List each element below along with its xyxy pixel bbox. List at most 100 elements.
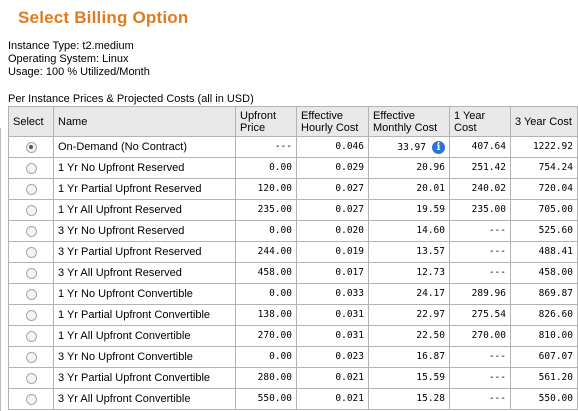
hourly-cost-cell: 0.019: [296, 241, 369, 263]
select-cell[interactable]: [8, 388, 54, 410]
operating-system-text: Operating System: Linux: [8, 53, 129, 65]
one-year-cost-cell-text: 289.96: [471, 288, 506, 299]
name-cell: 3 Yr All Upfront Reserved: [53, 262, 236, 284]
billing-option-radio[interactable]: [25, 351, 37, 363]
monthly-cost-cell: 33.97 i: [368, 136, 450, 158]
column-header-1-year: 1 Year Cost: [449, 106, 511, 137]
upfront-price-cell: 235.00: [235, 199, 297, 221]
table-row[interactable]: 3 Yr Partial Upfront Reserved 244.00 0.019…: [8, 241, 578, 263]
monthly-cost-cell: 14.60: [368, 220, 450, 242]
one-year-cost-cell-text: ---: [488, 246, 506, 257]
hourly-cost-cell: 0.033: [296, 283, 369, 305]
table-row[interactable]: 3 Yr Partial Upfront Convertible 280.00 0.…: [8, 367, 578, 389]
page-title: Select Billing Option: [18, 8, 189, 27]
billing-option-radio[interactable]: [25, 183, 37, 195]
hourly-cost-cell-text: 0.033: [335, 288, 364, 299]
hourly-cost-cell-text: 0.046: [335, 141, 364, 152]
billing-option-radio[interactable]: [25, 246, 37, 258]
billing-option-radio[interactable]: [25, 162, 37, 174]
column-header-name: Name: [53, 106, 236, 137]
name-cell-text: 1 Yr Partial Upfront Reserved: [58, 183, 202, 195]
monthly-cost-cell-text: 24.17: [416, 288, 445, 299]
three-year-cost-cell: 1222.92: [510, 136, 578, 158]
column-header-upfront: Upfront Price: [235, 106, 297, 137]
pricing-table: Select Name Upfront Price Effective Hour…: [8, 106, 578, 410]
select-cell[interactable]: [8, 157, 54, 179]
upfront-price-cell: 244.00: [235, 241, 297, 263]
name-cell-text: 3 Yr No Upfront Reserved: [58, 225, 185, 237]
name-cell-text: 3 Yr All Upfront Convertible: [58, 393, 191, 405]
select-cell[interactable]: [8, 220, 54, 242]
one-year-cost-cell: ---: [449, 262, 511, 284]
info-icon[interactable]: i: [432, 140, 445, 154]
monthly-cost-cell: 22.97: [368, 304, 450, 326]
select-cell[interactable]: [8, 136, 54, 158]
select-cell[interactable]: [8, 199, 54, 221]
billing-option-radio[interactable]: [25, 267, 37, 279]
select-cell[interactable]: [8, 367, 54, 389]
three-year-cost-cell-text: 720.04: [538, 183, 573, 194]
hourly-cost-cell-text: 0.027: [335, 204, 364, 215]
name-cell-text: 1 Yr No Upfront Reserved: [58, 162, 185, 174]
select-cell[interactable]: [8, 304, 54, 326]
billing-option-radio[interactable]: [25, 225, 37, 237]
upfront-price-cell: 550.00: [235, 388, 297, 410]
billing-option-radio[interactable]: [25, 309, 37, 321]
monthly-cost-cell-text: 20.96: [416, 162, 445, 173]
select-cell[interactable]: [8, 178, 54, 200]
name-cell: 1 Yr Partial Upfront Convertible: [53, 304, 236, 326]
select-cell[interactable]: [8, 325, 54, 347]
monthly-cost-cell: 15.28: [368, 388, 450, 410]
hourly-cost-cell-text: 0.021: [335, 372, 364, 383]
three-year-cost-cell: 869.87: [510, 283, 578, 305]
select-cell[interactable]: [8, 241, 54, 263]
table-row[interactable]: 1 Yr All Upfront Reserved 235.00 0.027 19.5…: [8, 199, 578, 221]
name-cell-text: 3 Yr No Upfront Convertible: [58, 351, 193, 363]
monthly-cost-cell-text: 33.97: [397, 141, 426, 153]
billing-option-radio[interactable]: [25, 288, 37, 300]
upfront-price-cell-text: 235.00: [257, 204, 292, 215]
upfront-price-cell-text: 280.00: [257, 372, 292, 383]
one-year-cost-cell-text: 275.54: [471, 309, 506, 320]
billing-option-radio[interactable]: [25, 372, 37, 384]
table-row[interactable]: 3 Yr All Upfront Reserved 458.00 0.017 12.7…: [8, 262, 578, 284]
name-cell: 1 Yr All Upfront Reserved: [53, 199, 236, 221]
billing-option-radio[interactable]: [25, 204, 37, 216]
monthly-cost-cell-text: 22.97: [416, 309, 445, 320]
three-year-cost-cell: 488.41: [510, 241, 578, 263]
table-row[interactable]: 1 Yr No Upfront Reserved 0.00 0.029 20.96 25…: [8, 157, 578, 179]
name-cell-text: 3 Yr Partial Upfront Reserved: [58, 246, 202, 258]
name-cell: 3 Yr Partial Upfront Convertible: [53, 367, 236, 389]
one-year-cost-cell: ---: [449, 220, 511, 242]
billing-option-radio[interactable]: [25, 141, 37, 153]
upfront-price-cell-text: 0.00: [269, 288, 292, 299]
select-cell[interactable]: [8, 283, 54, 305]
three-year-cost-cell: 561.20: [510, 367, 578, 389]
hourly-cost-cell: 0.046: [296, 136, 369, 158]
monthly-cost-cell-text: 22.50: [416, 330, 445, 341]
monthly-cost-cell-text: 14.60: [416, 225, 445, 236]
three-year-cost-cell-text: 488.41: [538, 246, 573, 257]
billing-option-radio[interactable]: [25, 330, 37, 342]
upfront-price-cell: 0.00: [235, 346, 297, 368]
table-row[interactable]: 1 Yr Partial Upfront Convertible 138.00 0.…: [8, 304, 578, 326]
billing-option-radio[interactable]: [25, 393, 37, 405]
one-year-cost-cell: ---: [449, 388, 511, 410]
upfront-price-cell: 138.00: [235, 304, 297, 326]
name-cell-text: 3 Yr Partial Upfront Convertible: [58, 372, 211, 384]
upfront-price-cell-text: 458.00: [257, 267, 292, 278]
select-cell[interactable]: [8, 262, 54, 284]
upfront-price-cell-text: 550.00: [257, 393, 292, 404]
table-row[interactable]: On-Demand (No Contract) --- 0.046 33.97 i 407…: [8, 136, 578, 158]
select-cell[interactable]: [8, 346, 54, 368]
three-year-cost-cell-text: 826.60: [538, 309, 573, 320]
table-row[interactable]: 3 Yr No Upfront Convertible 0.00 0.023 16.8…: [8, 346, 578, 368]
hourly-cost-cell: 0.027: [296, 178, 369, 200]
table-row[interactable]: 3 Yr No Upfront Reserved 0.00 0.020 14.60 --…: [8, 220, 578, 242]
name-cell-text: On-Demand (No Contract): [58, 141, 187, 153]
upfront-price-cell: 458.00: [235, 262, 297, 284]
table-row[interactable]: 1 Yr All Upfront Convertible 270.00 0.031 2…: [8, 325, 578, 347]
table-row[interactable]: 1 Yr Partial Upfront Reserved 120.00 0.027…: [8, 178, 578, 200]
table-row[interactable]: 1 Yr No Upfront Convertible 0.00 0.033 24.1…: [8, 283, 578, 305]
table-row[interactable]: 3 Yr All Upfront Convertible 550.00 0.021 1…: [8, 388, 578, 410]
